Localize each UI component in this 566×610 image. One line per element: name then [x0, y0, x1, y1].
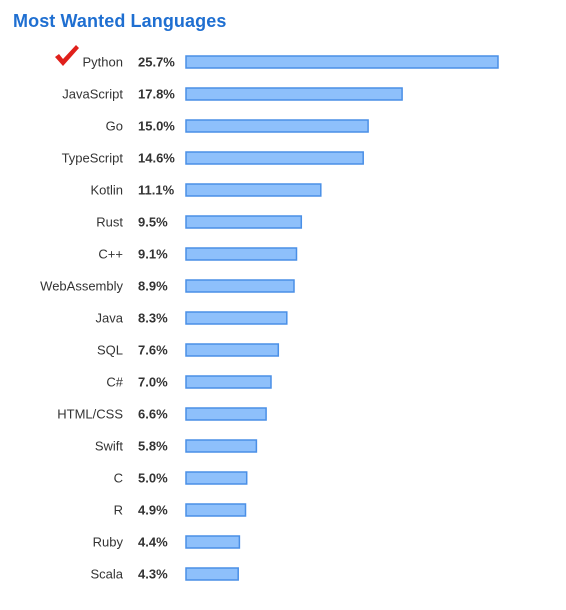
category-label: HTML/CSS: [57, 407, 123, 422]
value-label: 7.6%: [138, 343, 168, 358]
value-label: 17.8%: [138, 87, 175, 102]
bar: [185, 343, 280, 357]
bar: [185, 471, 248, 485]
bar: [185, 311, 288, 325]
value-label: 7.0%: [138, 375, 168, 390]
value-label: 4.3%: [138, 567, 168, 582]
bar: [185, 567, 239, 581]
bar: [185, 215, 303, 229]
category-label: C: [114, 471, 123, 486]
value-label: 25.7%: [138, 55, 175, 70]
bar: [185, 87, 403, 101]
category-label: TypeScript: [62, 151, 124, 166]
checkmark-icon: [55, 45, 79, 66]
bar: [185, 247, 298, 261]
value-label: 5.0%: [138, 471, 168, 486]
bar: [185, 535, 241, 549]
bar: [185, 503, 247, 517]
category-label: JavaScript: [62, 87, 123, 102]
bar: [185, 439, 258, 453]
category-label: Swift: [95, 439, 124, 454]
bar: [185, 375, 272, 389]
category-label: C++: [98, 247, 123, 262]
chart-title: Most Wanted Languages: [13, 11, 227, 31]
category-label: Rust: [96, 215, 123, 230]
value-label: 14.6%: [138, 151, 175, 166]
category-label: SQL: [97, 343, 123, 358]
category-label: Python: [83, 55, 123, 70]
category-label: Go: [106, 119, 123, 134]
value-label: 6.6%: [138, 407, 168, 422]
category-label: Ruby: [93, 535, 124, 550]
value-label: 4.9%: [138, 503, 168, 518]
category-label: WebAssembly: [40, 279, 123, 294]
bar: [185, 119, 369, 133]
value-label: 9.1%: [138, 247, 168, 262]
category-label: Java: [96, 311, 124, 326]
bar: [185, 151, 364, 165]
value-label: 15.0%: [138, 119, 175, 134]
value-label: 8.3%: [138, 311, 168, 326]
bar: [185, 183, 322, 197]
category-label: Kotlin: [90, 183, 123, 198]
category-label: R: [114, 503, 123, 518]
bar: [185, 279, 295, 293]
value-label: 11.1%: [138, 183, 175, 198]
value-label: 5.8%: [138, 439, 168, 454]
value-label: 8.9%: [138, 279, 168, 294]
value-label: 9.5%: [138, 215, 168, 230]
category-label: Scala: [90, 567, 123, 582]
value-label: 4.4%: [138, 535, 168, 550]
category-label: C#: [106, 375, 123, 390]
bar: [185, 55, 499, 69]
bar: [185, 407, 267, 421]
